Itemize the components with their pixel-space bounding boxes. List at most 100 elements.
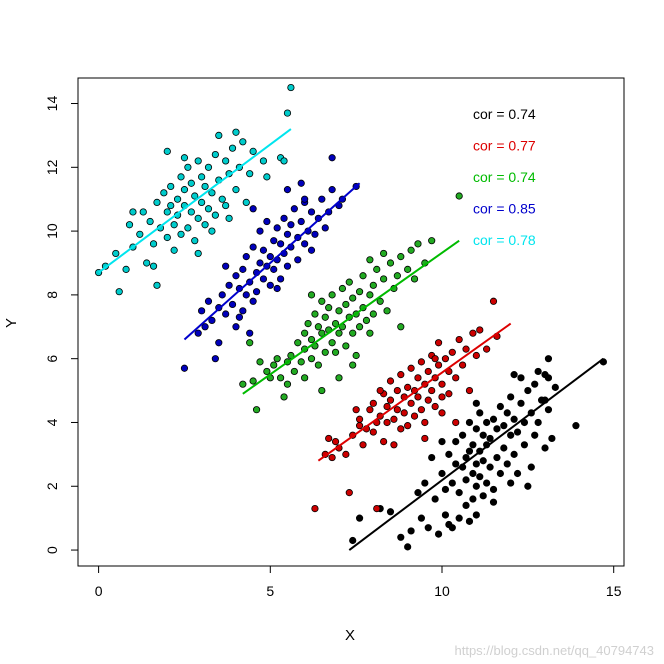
data-point [273,224,281,232]
data-point [136,230,144,238]
data-point [445,520,453,529]
data-point [198,198,206,206]
data-point [520,441,529,449]
data-point [211,211,219,219]
data-point [513,469,522,478]
data-point [349,294,357,302]
data-point [493,453,501,462]
data-point [304,319,312,328]
legend-entry: cor = 0.74 [473,106,536,122]
data-point [215,339,223,347]
data-point [366,256,374,264]
data-point [153,198,161,206]
data-point [204,205,213,213]
data-point [328,291,336,299]
data-point [163,147,171,155]
data-point [273,355,281,363]
data-point [342,342,350,350]
data-point [301,195,309,203]
data-point [486,463,494,471]
data-point [325,304,333,312]
data-point [345,278,353,286]
data-point [407,364,415,372]
data-point [263,173,271,181]
data-point [170,246,178,254]
data-point [246,339,254,347]
data-point [328,186,336,194]
y-axis-title: Y [3,318,20,328]
data-point [194,329,202,337]
data-point [517,399,525,407]
data-point [314,323,322,331]
data-point [259,246,268,254]
data-point [438,393,446,401]
data-point [321,313,329,321]
data-point [249,243,257,251]
data-point [524,482,532,490]
data-point [228,144,237,152]
data-point [462,345,470,353]
data-point [307,355,316,363]
data-point [256,227,264,235]
data-point [331,319,340,328]
legend-entry: cor = 0.74 [473,169,536,185]
data-point [431,402,439,411]
data-point [338,284,347,293]
data-point [277,374,285,382]
data-point [369,281,377,289]
data-point [376,297,384,305]
data-point [465,418,474,427]
data-point [222,262,230,270]
series-3 [180,154,361,372]
data-point [393,272,401,280]
y-tick-label: 8 [44,291,60,299]
regression-line [348,357,604,551]
data-point [507,393,515,401]
data-point [544,374,553,382]
data-point [359,441,367,449]
legend: cor = 0.74 cor = 0.77 cor = 0.74 cor = 0.85… [473,106,536,248]
legend-entry: cor = 0.77 [473,138,536,154]
data-point [318,195,326,203]
data-point [483,479,491,487]
data-point [335,307,343,315]
data-point [414,240,422,248]
data-point [469,495,477,503]
data-point [400,409,408,417]
data-point [544,355,553,363]
x-tick-label: 15 [606,583,622,599]
data-point [479,457,487,465]
data-point [122,265,130,273]
data-point [173,195,182,203]
data-point [232,323,240,331]
data-point [397,425,405,433]
data-point [297,217,305,226]
data-point [513,428,522,436]
data-point [366,406,374,414]
data-point [345,489,353,497]
data-point [283,230,292,238]
data-point [249,147,257,155]
data-point [191,192,199,200]
data-point [242,198,250,206]
data-point [448,479,456,487]
data-point [380,438,388,446]
data-point [232,186,240,194]
data-point [503,409,511,417]
data-point [184,163,192,171]
data-point [507,479,515,487]
data-point [252,288,261,296]
data-point [486,434,494,443]
data-point [386,377,395,385]
data-point [198,173,206,181]
data-point [483,418,491,427]
data-point [283,262,292,270]
data-point [472,482,480,490]
data-point [280,214,288,222]
data-point [239,265,247,273]
data-point [417,358,425,366]
series-layer [95,83,607,551]
data-point [167,182,175,191]
data-point [462,453,470,462]
data-point [476,409,484,417]
